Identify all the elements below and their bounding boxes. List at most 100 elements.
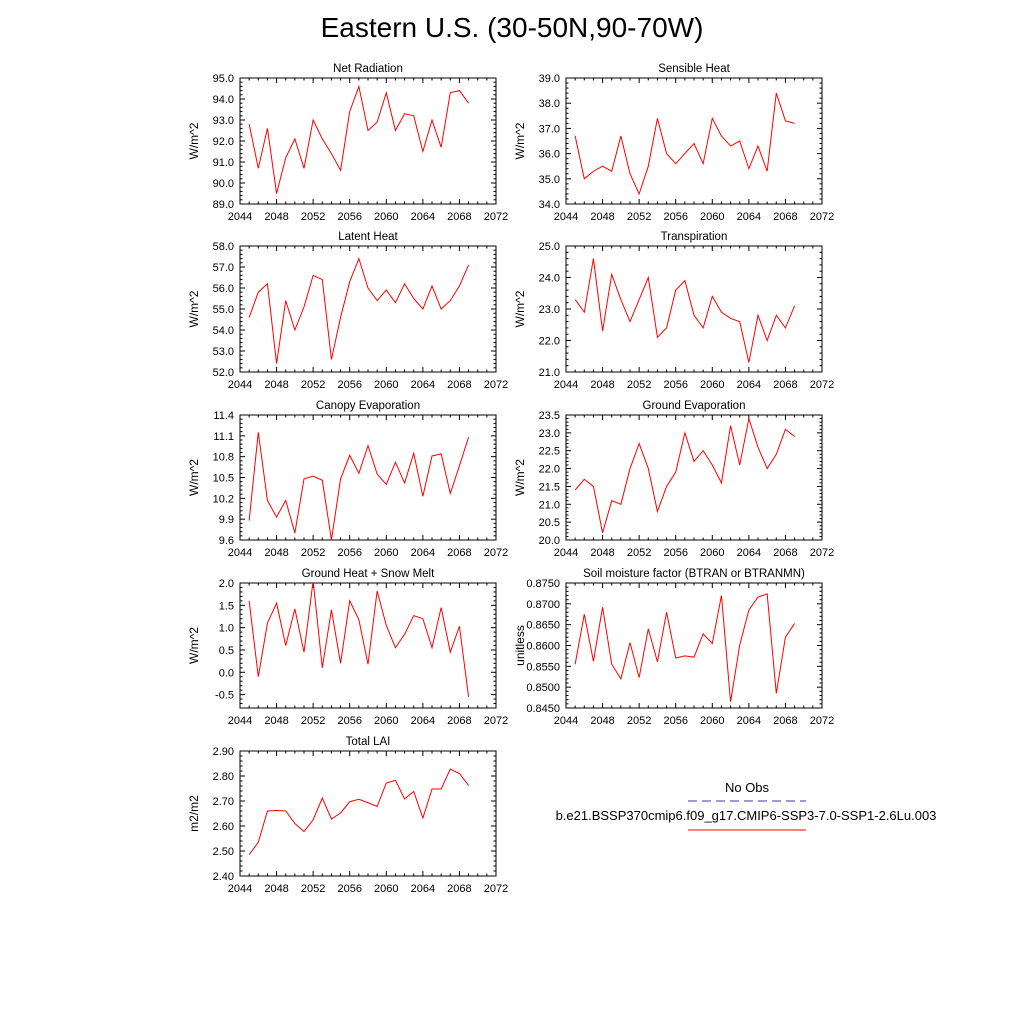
y-axis-label: W/m^2 — [187, 459, 201, 496]
panel-title: Transpiration — [661, 231, 728, 243]
y-tick-label: 9.6 — [219, 535, 234, 547]
x-tick-label: 2060 — [374, 715, 398, 727]
x-tick-label: 2044 — [554, 715, 578, 727]
y-tick-label: 23.0 — [539, 428, 560, 440]
plot-frame — [565, 245, 823, 373]
x-tick-label: 2056 — [663, 379, 687, 391]
x-tick-label: 2056 — [337, 883, 361, 895]
y-tick-label: 20.5 — [539, 517, 560, 529]
series-line — [248, 257, 470, 364]
x-tick-label: 2068 — [447, 715, 471, 727]
x-tick-label: 2056 — [663, 715, 687, 727]
y-tick-label: 20.0 — [539, 535, 560, 547]
x-tick-label: 2060 — [700, 547, 724, 559]
panel-title: Latent Heat — [338, 231, 398, 243]
y-tick-label: 52.0 — [213, 367, 234, 379]
y-axis-label: W/m^2 — [513, 122, 527, 159]
x-tick-label: 2064 — [411, 547, 435, 559]
y-tick-label: 2.80 — [213, 771, 234, 783]
plot-frame — [239, 750, 497, 877]
x-tick-label: 2056 — [337, 379, 361, 391]
x-tick-label: 2064 — [737, 211, 761, 223]
y-tick-label: 2.60 — [213, 821, 234, 833]
x-tick-label: 2056 — [337, 547, 361, 559]
y-tick-label: 24.0 — [539, 273, 560, 285]
series-line — [248, 583, 470, 697]
x-tick-label: 2072 — [810, 547, 834, 559]
y-tick-label: 0.0 — [219, 667, 234, 679]
y-tick-label: -0.5 — [215, 690, 234, 702]
x-tick-label: 2052 — [627, 211, 651, 223]
x-tick-label: 2060 — [374, 883, 398, 895]
y-tick-label: 9.9 — [219, 514, 234, 526]
x-tick-label: 2052 — [301, 547, 325, 559]
x-tick-label: 2044 — [228, 379, 252, 391]
x-tick-label: 2056 — [337, 715, 361, 727]
y-tick-label: 2.40 — [213, 871, 234, 883]
y-axis-label: W/m^2 — [513, 290, 527, 327]
y-axis-label: W/m^2 — [513, 459, 527, 496]
x-tick-label: 2064 — [411, 715, 435, 727]
panel-title: Sensible Heat — [658, 63, 730, 75]
x-tick-label: 2068 — [773, 379, 797, 391]
y-tick-label: 34.0 — [539, 199, 560, 211]
y-tick-label: 2.0 — [219, 578, 234, 590]
panel-title: Total LAI — [346, 736, 391, 748]
y-tick-label: 1.0 — [219, 623, 234, 635]
y-tick-label: 22.0 — [539, 336, 560, 348]
x-tick-label: 2060 — [700, 715, 724, 727]
x-tick-label: 2068 — [447, 547, 471, 559]
x-tick-label: 2072 — [484, 547, 508, 559]
y-tick-label: 2.50 — [213, 846, 234, 858]
y-tick-label: 1.5 — [219, 600, 234, 612]
y-tick-label: 39.0 — [539, 73, 560, 85]
legend-obs-label: No Obs — [724, 780, 770, 795]
x-tick-label: 2048 — [264, 379, 288, 391]
x-tick-label: 2056 — [663, 547, 687, 559]
x-tick-label: 2052 — [301, 883, 325, 895]
series-line — [574, 418, 795, 533]
x-tick-label: 2064 — [737, 379, 761, 391]
y-tick-label: 58.0 — [213, 241, 234, 253]
x-tick-label: 2072 — [810, 379, 834, 391]
y-axis-label: m2/m2 — [187, 795, 201, 832]
y-tick-label: 0.8500 — [526, 682, 560, 694]
panel-9: 2044 2048 2052 2056 2060 2064 2068 2072 2.40 2.50… — [187, 736, 508, 895]
x-tick-label: 2064 — [737, 715, 761, 727]
x-tick-label: 2048 — [264, 715, 288, 727]
x-tick-label: 2044 — [554, 211, 578, 223]
y-tick-label: 55.0 — [213, 304, 234, 316]
series-line — [248, 84, 469, 194]
x-tick-label: 2060 — [374, 547, 398, 559]
panel-1: 2044 2048 2052 2056 2060 2064 2068 2072 89.0 90.0… — [187, 63, 508, 223]
x-tick-label: 2044 — [554, 547, 578, 559]
x-tick-label: 2044 — [228, 715, 252, 727]
y-tick-label: 93.0 — [213, 115, 234, 127]
y-tick-label: 0.8550 — [526, 661, 560, 673]
x-tick-label: 2060 — [374, 379, 398, 391]
y-tick-label: 25.0 — [539, 241, 560, 253]
x-tick-label: 2048 — [590, 547, 614, 559]
x-tick-label: 2048 — [590, 715, 614, 727]
panel-2: 2044 2048 2052 2056 2060 2064 2068 2072 34.0 35.0… — [513, 63, 834, 223]
y-axis-label: W/m^2 — [187, 290, 201, 327]
panel-4: 2044 2048 2052 2056 2060 2064 2068 2072 21.0 22.0… — [513, 231, 834, 391]
y-tick-label: 36.0 — [539, 149, 560, 161]
y-axis-label: unitless — [513, 625, 527, 666]
x-tick-label: 2064 — [737, 547, 761, 559]
x-tick-label: 2044 — [228, 883, 252, 895]
y-tick-label: 35.0 — [539, 174, 560, 186]
y-tick-label: 10.5 — [213, 473, 234, 485]
y-tick-label: 21.5 — [539, 481, 560, 493]
panel-title: Net Radiation — [333, 63, 403, 75]
x-tick-label: 2052 — [627, 715, 651, 727]
series-line — [248, 432, 470, 540]
x-tick-label: 2068 — [447, 379, 471, 391]
plot-frame — [565, 77, 823, 205]
y-tick-label: 57.0 — [213, 262, 234, 274]
series-line — [248, 768, 469, 856]
panel-title: Canopy Evaporation — [316, 400, 420, 412]
y-tick-label: 21.0 — [539, 499, 560, 511]
y-tick-label: 0.8700 — [526, 599, 560, 611]
